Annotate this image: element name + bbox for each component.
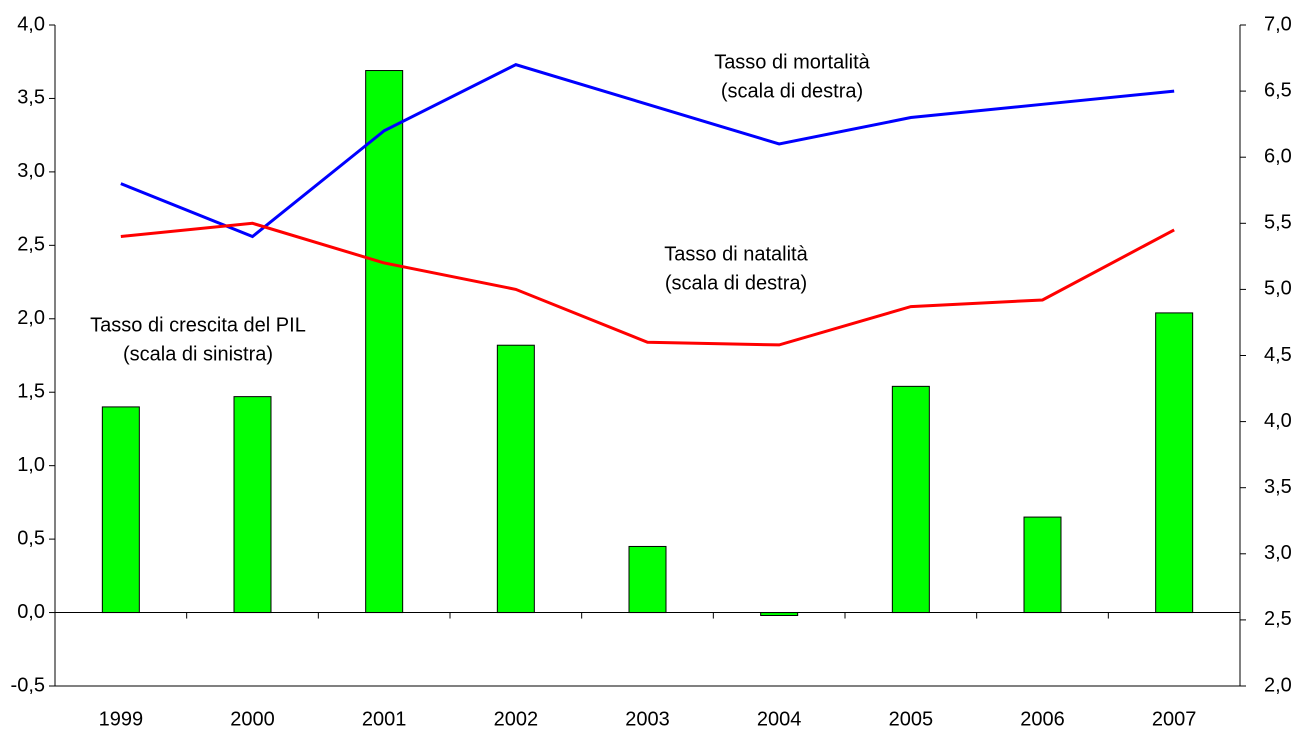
y2-tick-label: 3,0 xyxy=(1264,542,1292,564)
annotation: Tasso di mortalità xyxy=(714,51,870,73)
y-tick-label: 2,0 xyxy=(17,307,45,329)
y-tick-label: 0,0 xyxy=(17,601,45,623)
y2-tick-label: 7,0 xyxy=(1264,13,1292,35)
y2-tick-label: 6,0 xyxy=(1264,145,1292,167)
annotation: Tasso di crescita del PIL xyxy=(90,314,306,336)
y2-tick-label: 4,5 xyxy=(1264,344,1292,366)
y2-tick-label: 4,0 xyxy=(1264,410,1292,432)
x-tick-label: 2004 xyxy=(757,708,802,730)
x-tick-label: 2002 xyxy=(494,708,539,730)
line xyxy=(120,63,1175,239)
y2-tick-label: 2,0 xyxy=(1264,674,1292,696)
x-tick-label: 1999 xyxy=(99,708,144,730)
annotation: (scala di sinistra) xyxy=(123,343,273,365)
bar xyxy=(1155,312,1194,614)
bar xyxy=(365,70,404,614)
bar xyxy=(628,545,667,614)
y2-tick-label: 5,5 xyxy=(1264,212,1292,234)
y-tick-label: 4,0 xyxy=(17,13,45,35)
y-tick-label: 0,5 xyxy=(17,527,45,549)
y2-tick-label: 2,5 xyxy=(1264,608,1292,630)
y-tick-label: 3,0 xyxy=(17,160,45,182)
x-tick-label: 2003 xyxy=(625,708,670,730)
y-tick-label: 1,5 xyxy=(17,381,45,403)
bar xyxy=(101,406,140,614)
x-tick-label: 2001 xyxy=(362,708,407,730)
bar xyxy=(1023,516,1062,614)
x-tick-label: 2007 xyxy=(1152,708,1197,730)
y2-tick-label: 3,5 xyxy=(1264,476,1292,498)
x-tick-label: 2006 xyxy=(1020,708,1065,730)
y2-tick-label: 5,0 xyxy=(1264,278,1292,300)
x-tick-label: 2005 xyxy=(889,708,934,730)
annotation: (scala di destra) xyxy=(665,272,807,294)
bar xyxy=(233,396,272,614)
y-tick-label: -0,5 xyxy=(11,674,45,696)
annotation: Tasso di natalità xyxy=(664,243,808,265)
annotation: (scala di destra) xyxy=(721,80,863,102)
y-tick-label: 1,0 xyxy=(17,454,45,476)
bar xyxy=(891,385,930,614)
bar xyxy=(496,344,535,614)
line xyxy=(120,221,1175,347)
y-tick-label: 3,5 xyxy=(17,87,45,109)
y2-tick-label: 6,5 xyxy=(1264,79,1292,101)
y-tick-label: 2,5 xyxy=(17,234,45,256)
x-tick-label: 2000 xyxy=(230,708,275,730)
